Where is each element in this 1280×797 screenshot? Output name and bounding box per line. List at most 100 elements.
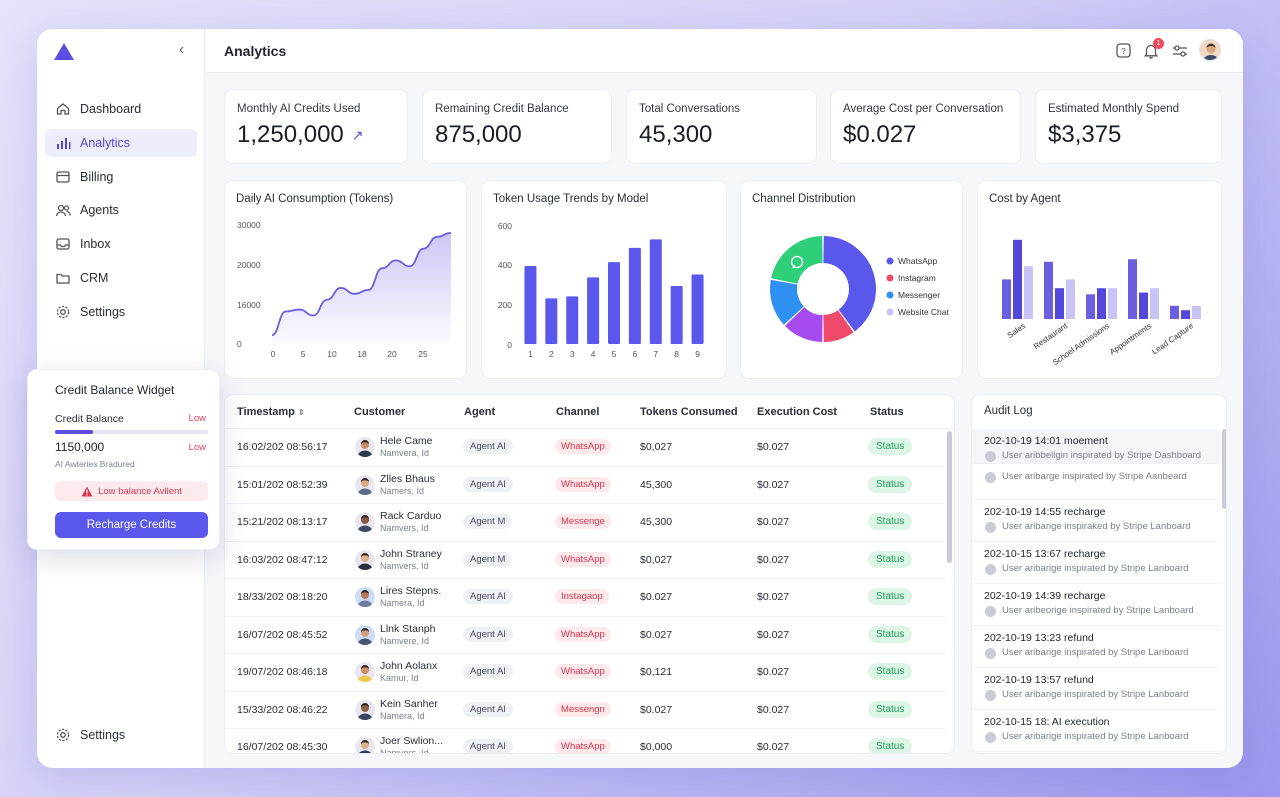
sliders-icon[interactable] — [1171, 42, 1189, 60]
audit-scrollbar[interactable] — [1222, 429, 1226, 509]
bar[interactable] — [566, 296, 579, 344]
agent-bar[interactable] — [1044, 261, 1053, 319]
sidebar-nav: Dashboard Analytics Billing Agents Inbox CRM S… — [45, 95, 197, 332]
table-row[interactable]: 15:21/202 08:13:17 Rack Carduo Namvers, Id… — [225, 504, 945, 542]
warning-icon — [81, 486, 93, 496]
table-row[interactable]: 18/33/202 08:18:20 Lires Stepns. Namera, I… — [225, 579, 945, 617]
audit-event: 202-10-15 13:67 recharge — [984, 548, 1106, 560]
agent-bar[interactable] — [1139, 292, 1148, 319]
x-tick-label: 18 — [357, 349, 367, 359]
table-row[interactable]: 16:03/202 08:47:12 John Straney Namvers, I… — [225, 542, 945, 579]
table-row[interactable]: 16/07/202 08:45:30 Joer Swlion... Namvers,… — [225, 729, 945, 753]
timestamp-cell: 15:01/202 08:52:39 — [237, 478, 328, 491]
cost-by-agent-card: Cost by Agent Sales Restaurant Schoel Admi… — [977, 180, 1222, 379]
table-row[interactable]: 16/07/202 08:45:52 Llnk Stanph Namvere, Id… — [225, 617, 945, 654]
agent-bar[interactable] — [1192, 305, 1201, 319]
bar[interactable] — [587, 277, 600, 344]
pie-slice[interactable] — [770, 279, 804, 325]
low-balance-alert-text: Low balance Avllent — [98, 485, 182, 497]
agent-badge: Agent AI — [463, 589, 513, 604]
th-cost[interactable]: Execution Cost — [757, 406, 838, 418]
page-title: Analytics — [224, 43, 287, 59]
th-status[interactable]: Status — [870, 406, 904, 418]
y-tick-label: 200 — [498, 300, 512, 310]
collapse-chevron-icon[interactable]: ‹ — [179, 41, 185, 58]
agent-badge: Agent AI — [463, 626, 513, 642]
bar[interactable] — [524, 265, 537, 344]
bar[interactable] — [691, 274, 704, 344]
audit-description: User aribarige inspirated by Stripe Lanb… — [1002, 731, 1189, 742]
audit-log-item[interactable]: 202-10-15 18: AI execution User aribarige… — [972, 710, 1220, 752]
audit-log-item[interactable]: 202-10-19 13:23 refund User aribarige ins… — [972, 626, 1220, 668]
customer-subtext: Namvera, Id — [380, 448, 430, 458]
sidebar-item-crm[interactable]: CRM — [45, 264, 197, 292]
sidebar-settings-bottom[interactable]: Settings — [55, 727, 125, 743]
audit-log-item[interactable]: 202-10-19 14:39 recharge User aribeorige … — [972, 584, 1220, 626]
table-scrollbar[interactable] — [947, 431, 952, 563]
audit-log-item[interactable]: 202-10-19 14:01 moement User aribbeligin … — [972, 429, 1220, 464]
kpi-value-row: 875,000 — [435, 121, 599, 149]
th-agent[interactable]: Agent — [464, 406, 496, 418]
user-avatar-icon — [985, 606, 996, 617]
agent-bar[interactable] — [1108, 288, 1117, 319]
bar[interactable] — [649, 239, 662, 344]
th-customer[interactable]: Customer — [354, 406, 406, 418]
agent-bar[interactable] — [1128, 259, 1137, 319]
sidebar-item-analytics[interactable]: Analytics — [45, 128, 197, 157]
audit-log-item[interactable]: 202-10-19 14:55 recharge User aribarige i… — [972, 500, 1220, 542]
table-row[interactable]: 15/33/202 08:46:22 Kein Sanher Namera, Id A… — [225, 692, 945, 729]
customer-subtext: Namvers, Id — [380, 523, 429, 533]
tokens-cell: 45,300 — [640, 478, 673, 491]
pie-slice[interactable] — [823, 310, 854, 342]
sidebar-item-label: Agents — [80, 203, 119, 218]
th-channel[interactable]: Channel — [556, 406, 600, 418]
help-icon[interactable]: ? — [1115, 42, 1133, 60]
sidebar-item-inbox[interactable]: Inbox — [45, 230, 197, 258]
th-tokens[interactable]: Tokens Consumed — [640, 406, 738, 418]
agent-bar[interactable] — [1066, 279, 1075, 319]
agent-bar[interactable] — [1097, 288, 1106, 319]
gear-icon — [56, 728, 70, 742]
sidebar-item-settings[interactable]: Settings — [45, 298, 197, 326]
tokens-cell: 45,300 — [640, 516, 673, 528]
agent-bar[interactable] — [1024, 266, 1033, 319]
bar[interactable] — [628, 247, 641, 344]
sidebar-item-agents[interactable]: Agents — [45, 196, 197, 224]
audit-log-item[interactable]: User aribarge inspirated by Stripe Aanbe… — [972, 464, 1220, 500]
th-timestamp[interactable]: Timestamp ⇕ — [237, 406, 305, 418]
customer-avatar-icon — [357, 440, 373, 457]
users-icon — [55, 205, 71, 217]
recharge-credits-button[interactable]: Recharge Credits — [55, 512, 208, 538]
agent-bar[interactable] — [1055, 288, 1064, 319]
channel-badge: Instagaop — [555, 589, 609, 604]
agent-bar[interactable] — [1170, 305, 1179, 319]
audit-description: User aribarige inspirated by Stripe Lanb… — [1002, 563, 1189, 574]
pie-slice[interactable] — [823, 236, 876, 332]
bar[interactable] — [545, 298, 558, 344]
x-tick-label: 0 — [271, 349, 276, 359]
sort-icon[interactable]: ⇕ — [297, 408, 305, 417]
audit-log-item[interactable]: 202-10-19 13:57 refund User aribarige ins… — [972, 668, 1220, 710]
sidebar-item-dashboard[interactable]: Dashboard — [45, 95, 197, 123]
user-avatar[interactable] — [1199, 39, 1221, 61]
audit-log-item[interactable]: 202-10-15 13:67 recharge User aribarige i… — [972, 542, 1220, 584]
bar[interactable] — [670, 285, 683, 344]
table-row[interactable]: 19/07/202 08:46:18 John Aolanx Kamur, Id Ag… — [225, 654, 945, 692]
agent-bar[interactable] — [1002, 279, 1011, 319]
pie-slice[interactable] — [771, 236, 823, 284]
x-tick-label: 20 — [387, 349, 397, 359]
sidebar-item-billing[interactable]: Billing — [45, 163, 197, 191]
table-row[interactable]: 16:02/202 08:56:17 Hele Came Namvera, Id Ag… — [225, 429, 945, 467]
cost-cell: $0.027 — [757, 703, 790, 716]
chart-title: Daily AI Consumption (Tokens) — [236, 193, 394, 205]
table-row[interactable]: 15:01/202 08:52:39 Zlles Bhaus Namers, Id A… — [225, 467, 945, 504]
bar[interactable] — [608, 262, 620, 344]
agent-bar[interactable] — [1181, 310, 1190, 319]
agent-bar[interactable] — [1013, 239, 1022, 319]
token-usage-chart: 0 200 400 600 1 2 3 4 5 6 7 8 9 — [498, 221, 704, 359]
x-tick-label: Sales — [1006, 321, 1028, 340]
agent-bar[interactable] — [1150, 288, 1159, 319]
agent-bar[interactable] — [1086, 294, 1095, 319]
pie-slice[interactable] — [784, 307, 823, 342]
